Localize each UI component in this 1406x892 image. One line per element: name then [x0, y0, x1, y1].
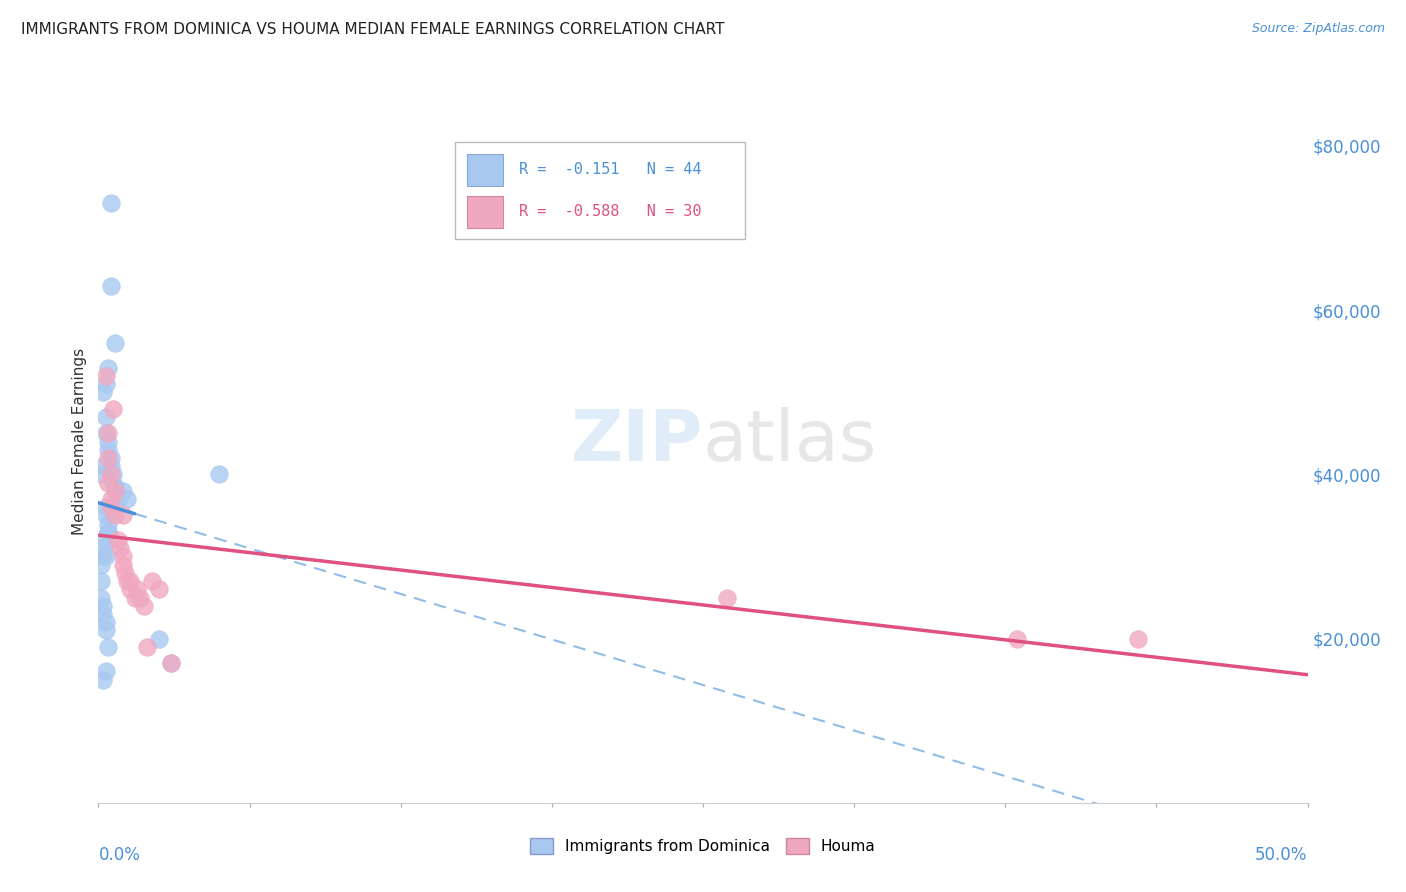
Point: [160, 657, 183, 671]
Point: [94, 426, 117, 441]
Point: [124, 591, 146, 605]
Point: [91, 607, 114, 621]
Point: [100, 500, 122, 515]
Point: [94, 624, 117, 638]
Point: [107, 491, 129, 506]
Point: [134, 599, 156, 613]
Point: [94, 500, 117, 515]
Point: [100, 504, 122, 518]
Point: [97, 434, 120, 449]
Point: [100, 459, 122, 474]
Point: [101, 467, 124, 482]
Point: [127, 582, 149, 597]
Point: [111, 483, 134, 498]
Point: [97, 640, 120, 654]
Y-axis label: Median Female Earnings: Median Female Earnings: [72, 348, 87, 535]
Point: [104, 480, 127, 494]
Point: [117, 574, 139, 588]
Point: [94, 409, 117, 424]
Point: [97, 524, 120, 539]
Point: [111, 549, 134, 564]
Point: [97, 516, 120, 531]
Point: [100, 450, 122, 465]
Point: [104, 483, 127, 498]
Point: [91, 673, 114, 687]
Point: [117, 491, 139, 506]
Point: [148, 582, 170, 597]
Point: [104, 483, 127, 498]
Text: Source: ZipAtlas.com: Source: ZipAtlas.com: [1251, 22, 1385, 36]
Legend: Immigrants from Dominica, Houma: Immigrants from Dominica, Houma: [524, 832, 882, 860]
Point: [100, 491, 122, 506]
Point: [91, 549, 114, 564]
Point: [1007, 632, 1029, 646]
Point: [90, 574, 112, 588]
Text: ZIP: ZIP: [571, 407, 703, 476]
Point: [111, 558, 134, 572]
Point: [94, 368, 117, 383]
Point: [91, 541, 114, 556]
FancyBboxPatch shape: [467, 196, 503, 228]
Point: [97, 426, 120, 441]
Point: [94, 549, 117, 564]
Point: [101, 401, 124, 416]
Point: [97, 475, 120, 490]
Point: [97, 450, 120, 465]
Point: [101, 475, 124, 490]
Point: [208, 467, 231, 482]
Text: atlas: atlas: [703, 407, 877, 476]
Point: [135, 640, 157, 654]
Point: [90, 558, 112, 572]
Point: [97, 524, 120, 539]
Point: [91, 385, 114, 400]
Point: [141, 574, 163, 588]
Point: [91, 599, 114, 613]
Point: [118, 582, 141, 597]
Point: [148, 632, 170, 646]
Text: R =  -0.588   N = 30: R = -0.588 N = 30: [519, 204, 702, 219]
Point: [716, 591, 738, 605]
Point: [94, 508, 117, 523]
Point: [94, 665, 117, 679]
Point: [100, 196, 122, 211]
Point: [97, 442, 120, 457]
Point: [1128, 632, 1150, 646]
Point: [104, 508, 127, 523]
Point: [104, 336, 127, 351]
Point: [108, 541, 131, 556]
Text: 0.0%: 0.0%: [98, 847, 141, 864]
Point: [94, 377, 117, 392]
Text: 50.0%: 50.0%: [1256, 847, 1308, 864]
Point: [94, 615, 117, 630]
Point: [100, 467, 122, 482]
Point: [91, 459, 114, 474]
Point: [160, 657, 183, 671]
Point: [111, 508, 134, 523]
Point: [90, 467, 112, 482]
Point: [94, 533, 117, 547]
FancyBboxPatch shape: [456, 142, 745, 239]
Point: [114, 566, 136, 580]
Point: [128, 591, 150, 605]
Text: R =  -0.151   N = 44: R = -0.151 N = 44: [519, 161, 702, 177]
Point: [90, 591, 112, 605]
Text: IMMIGRANTS FROM DOMINICA VS HOUMA MEDIAN FEMALE EARNINGS CORRELATION CHART: IMMIGRANTS FROM DOMINICA VS HOUMA MEDIAN…: [21, 22, 724, 37]
Point: [97, 360, 120, 375]
Point: [107, 533, 129, 547]
Point: [100, 278, 122, 293]
Point: [118, 574, 141, 588]
FancyBboxPatch shape: [467, 154, 503, 186]
